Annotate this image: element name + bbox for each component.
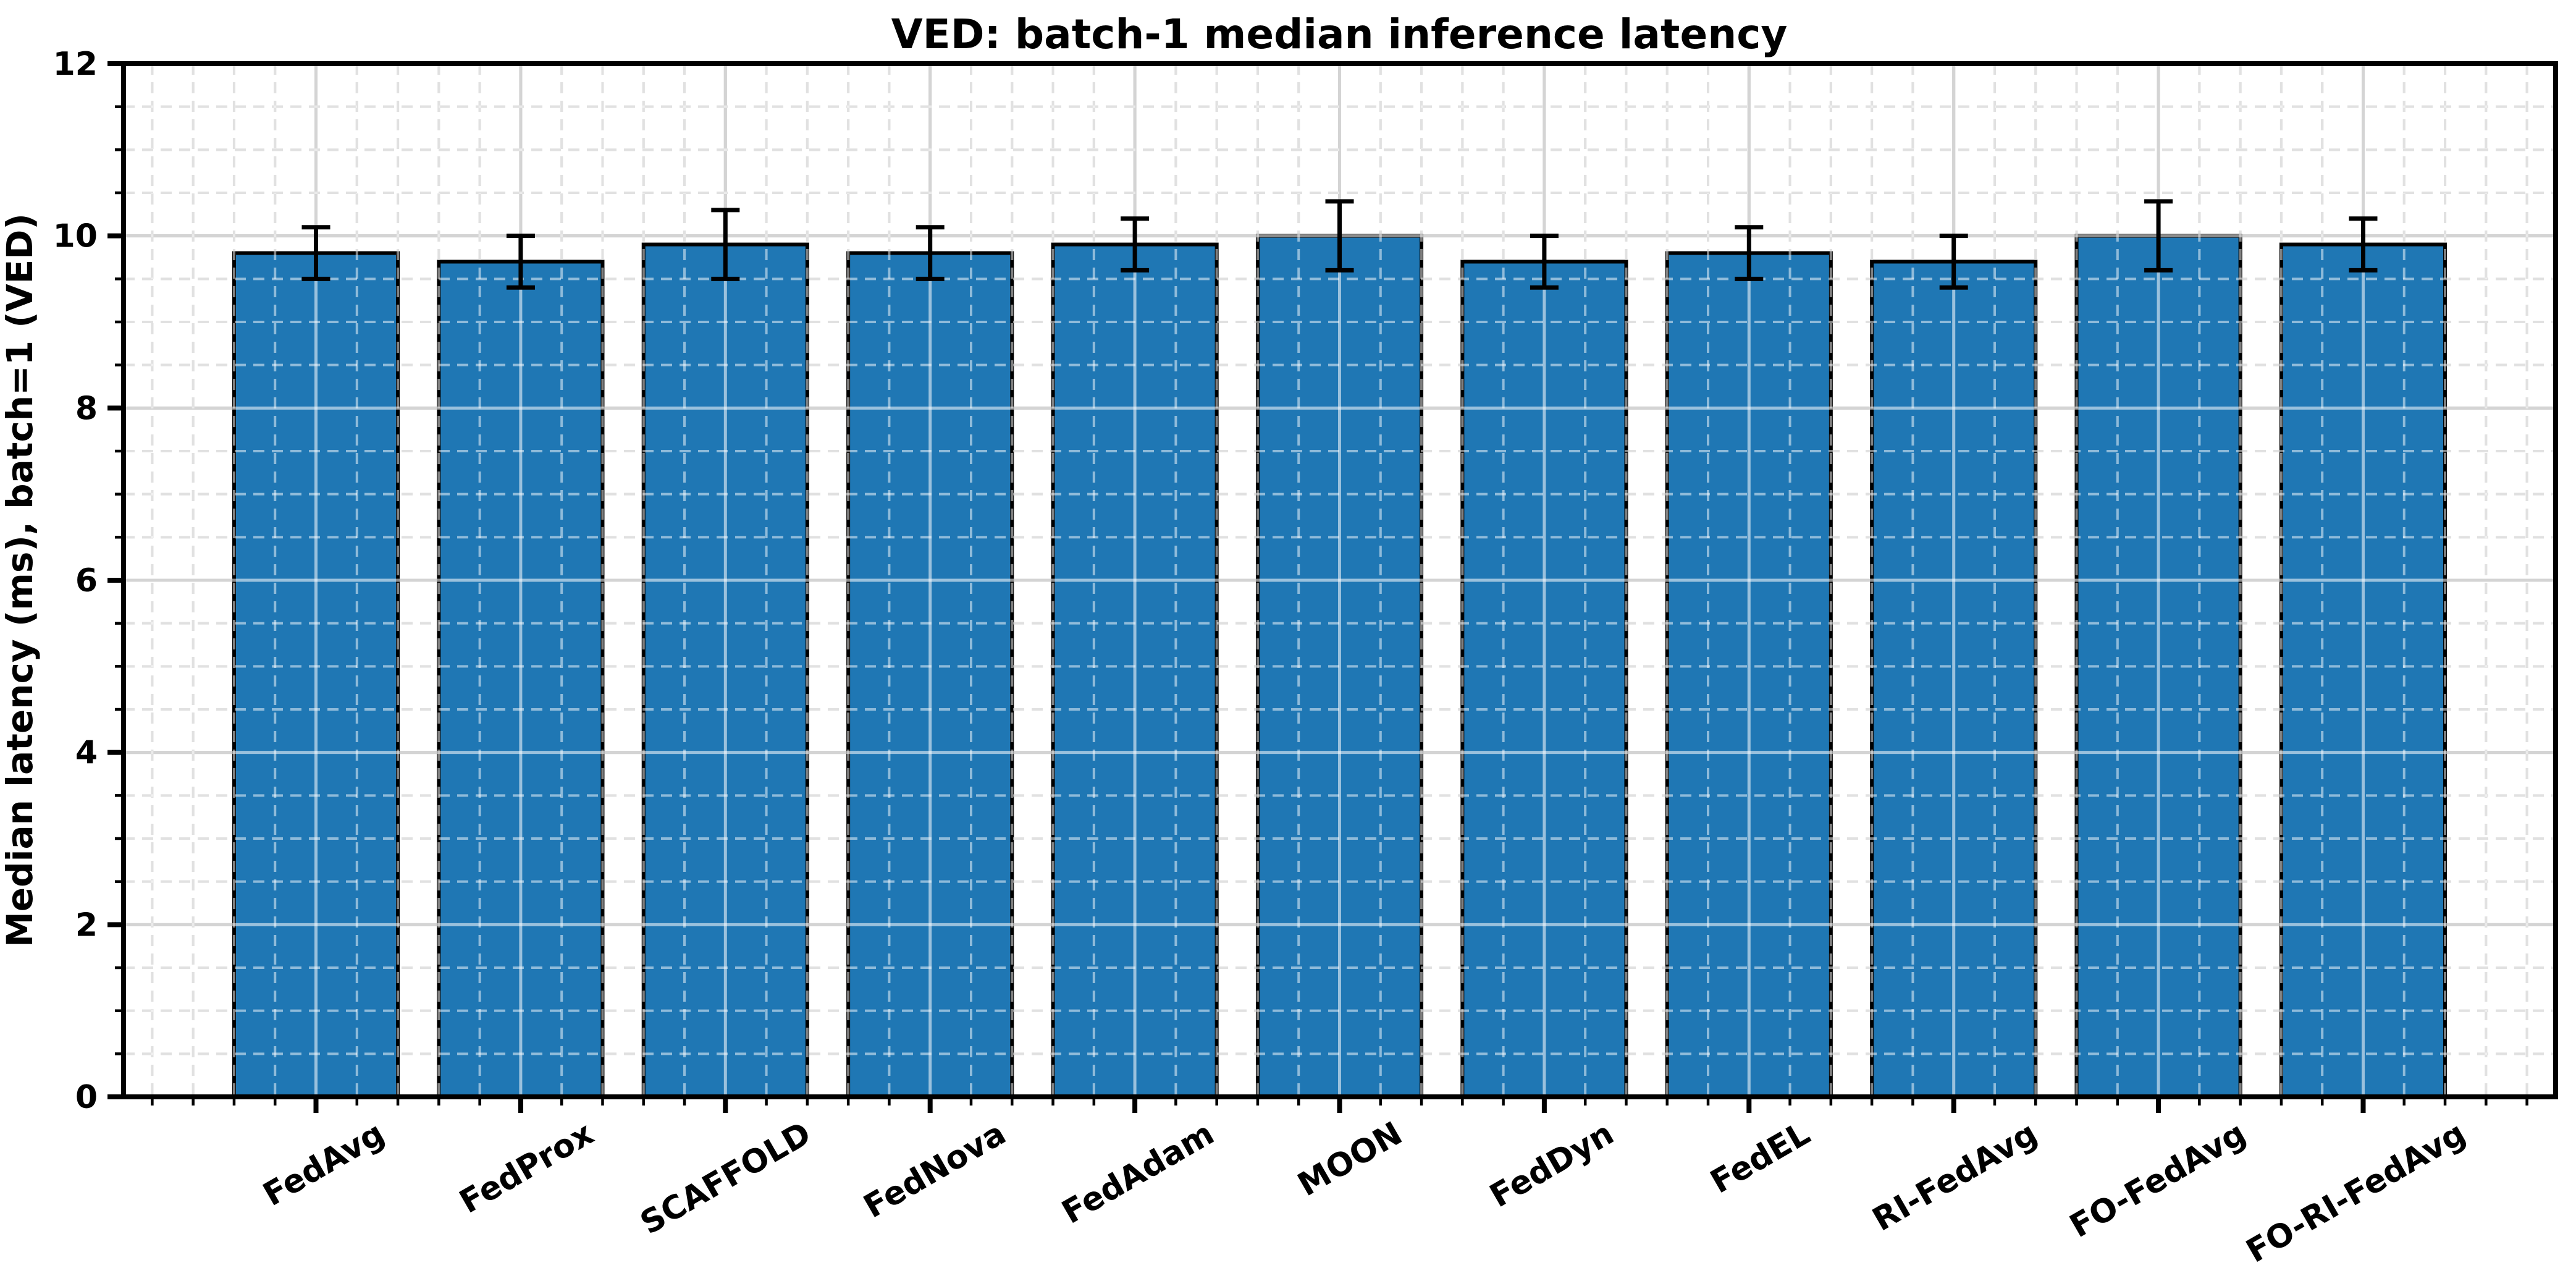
axis-ticks (107, 61, 2528, 1113)
x-tick-label-FO-FedAvg: FO-FedAvg (2064, 1115, 2252, 1245)
errorbar-FedAvg (301, 225, 330, 281)
errorbar-SCAFFOLD (711, 208, 740, 281)
errorbar-FedProx (506, 234, 535, 290)
y-tick-labels: 0 2 4 6 8 10 12 (53, 46, 98, 1116)
errorbar-FedAdam (1121, 216, 1150, 273)
errorbar-RI-FedAvg (1939, 234, 1968, 290)
x-tick-label-FedProx: FedProx (453, 1115, 600, 1220)
error-bars (301, 199, 2378, 290)
y-tick-label-2: 2 (75, 907, 98, 944)
y-tick-label-12: 12 (53, 46, 98, 83)
y-tick-label-0: 0 (75, 1079, 98, 1116)
errorbar-FedDyn (1530, 234, 1559, 290)
chart-title: VED: batch-1 median inference latency (891, 11, 1788, 58)
y-tick-label-6: 6 (75, 562, 98, 599)
x-tick-label-FedDyn: FedDyn (1484, 1115, 1620, 1215)
y-axis-label: Median latency (ms), batch=1 (VED) (0, 213, 41, 947)
x-tick-label-FedNova: FedNova (857, 1115, 1012, 1225)
x-tick-label-FedAvg: FedAvg (257, 1115, 391, 1214)
errorbar-MOON (1325, 199, 1354, 273)
y-tick-label-4: 4 (75, 735, 98, 772)
x-tick-label-FedAdam: FedAdam (1056, 1115, 1220, 1231)
errorbar-FO-FedAvg (2144, 199, 2173, 273)
x-tick-label-MOON: MOON (1292, 1115, 1408, 1204)
x-tick-labels: FedAvg FedProx SCAFFOLD FedNova FedAdam MOON F… (257, 1115, 2472, 1270)
x-tick-label-RI-FedAvg: RI-FedAvg (1866, 1115, 2044, 1238)
errorbar-FedEL (1735, 225, 1764, 281)
x-tick-label-SCAFFOLD: SCAFFOLD (634, 1115, 817, 1242)
x-tick-label-FO-RI-FedAvg: FO-RI-FedAvg (2240, 1115, 2472, 1270)
errorbar-FO-RI-FedAvg (2349, 216, 2378, 273)
x-tick-label-FedEL: FedEL (1704, 1115, 1816, 1201)
y-tick-label-10: 10 (53, 218, 98, 255)
y-tick-label-8: 8 (75, 390, 98, 427)
errorbar-FedNova (915, 225, 945, 281)
